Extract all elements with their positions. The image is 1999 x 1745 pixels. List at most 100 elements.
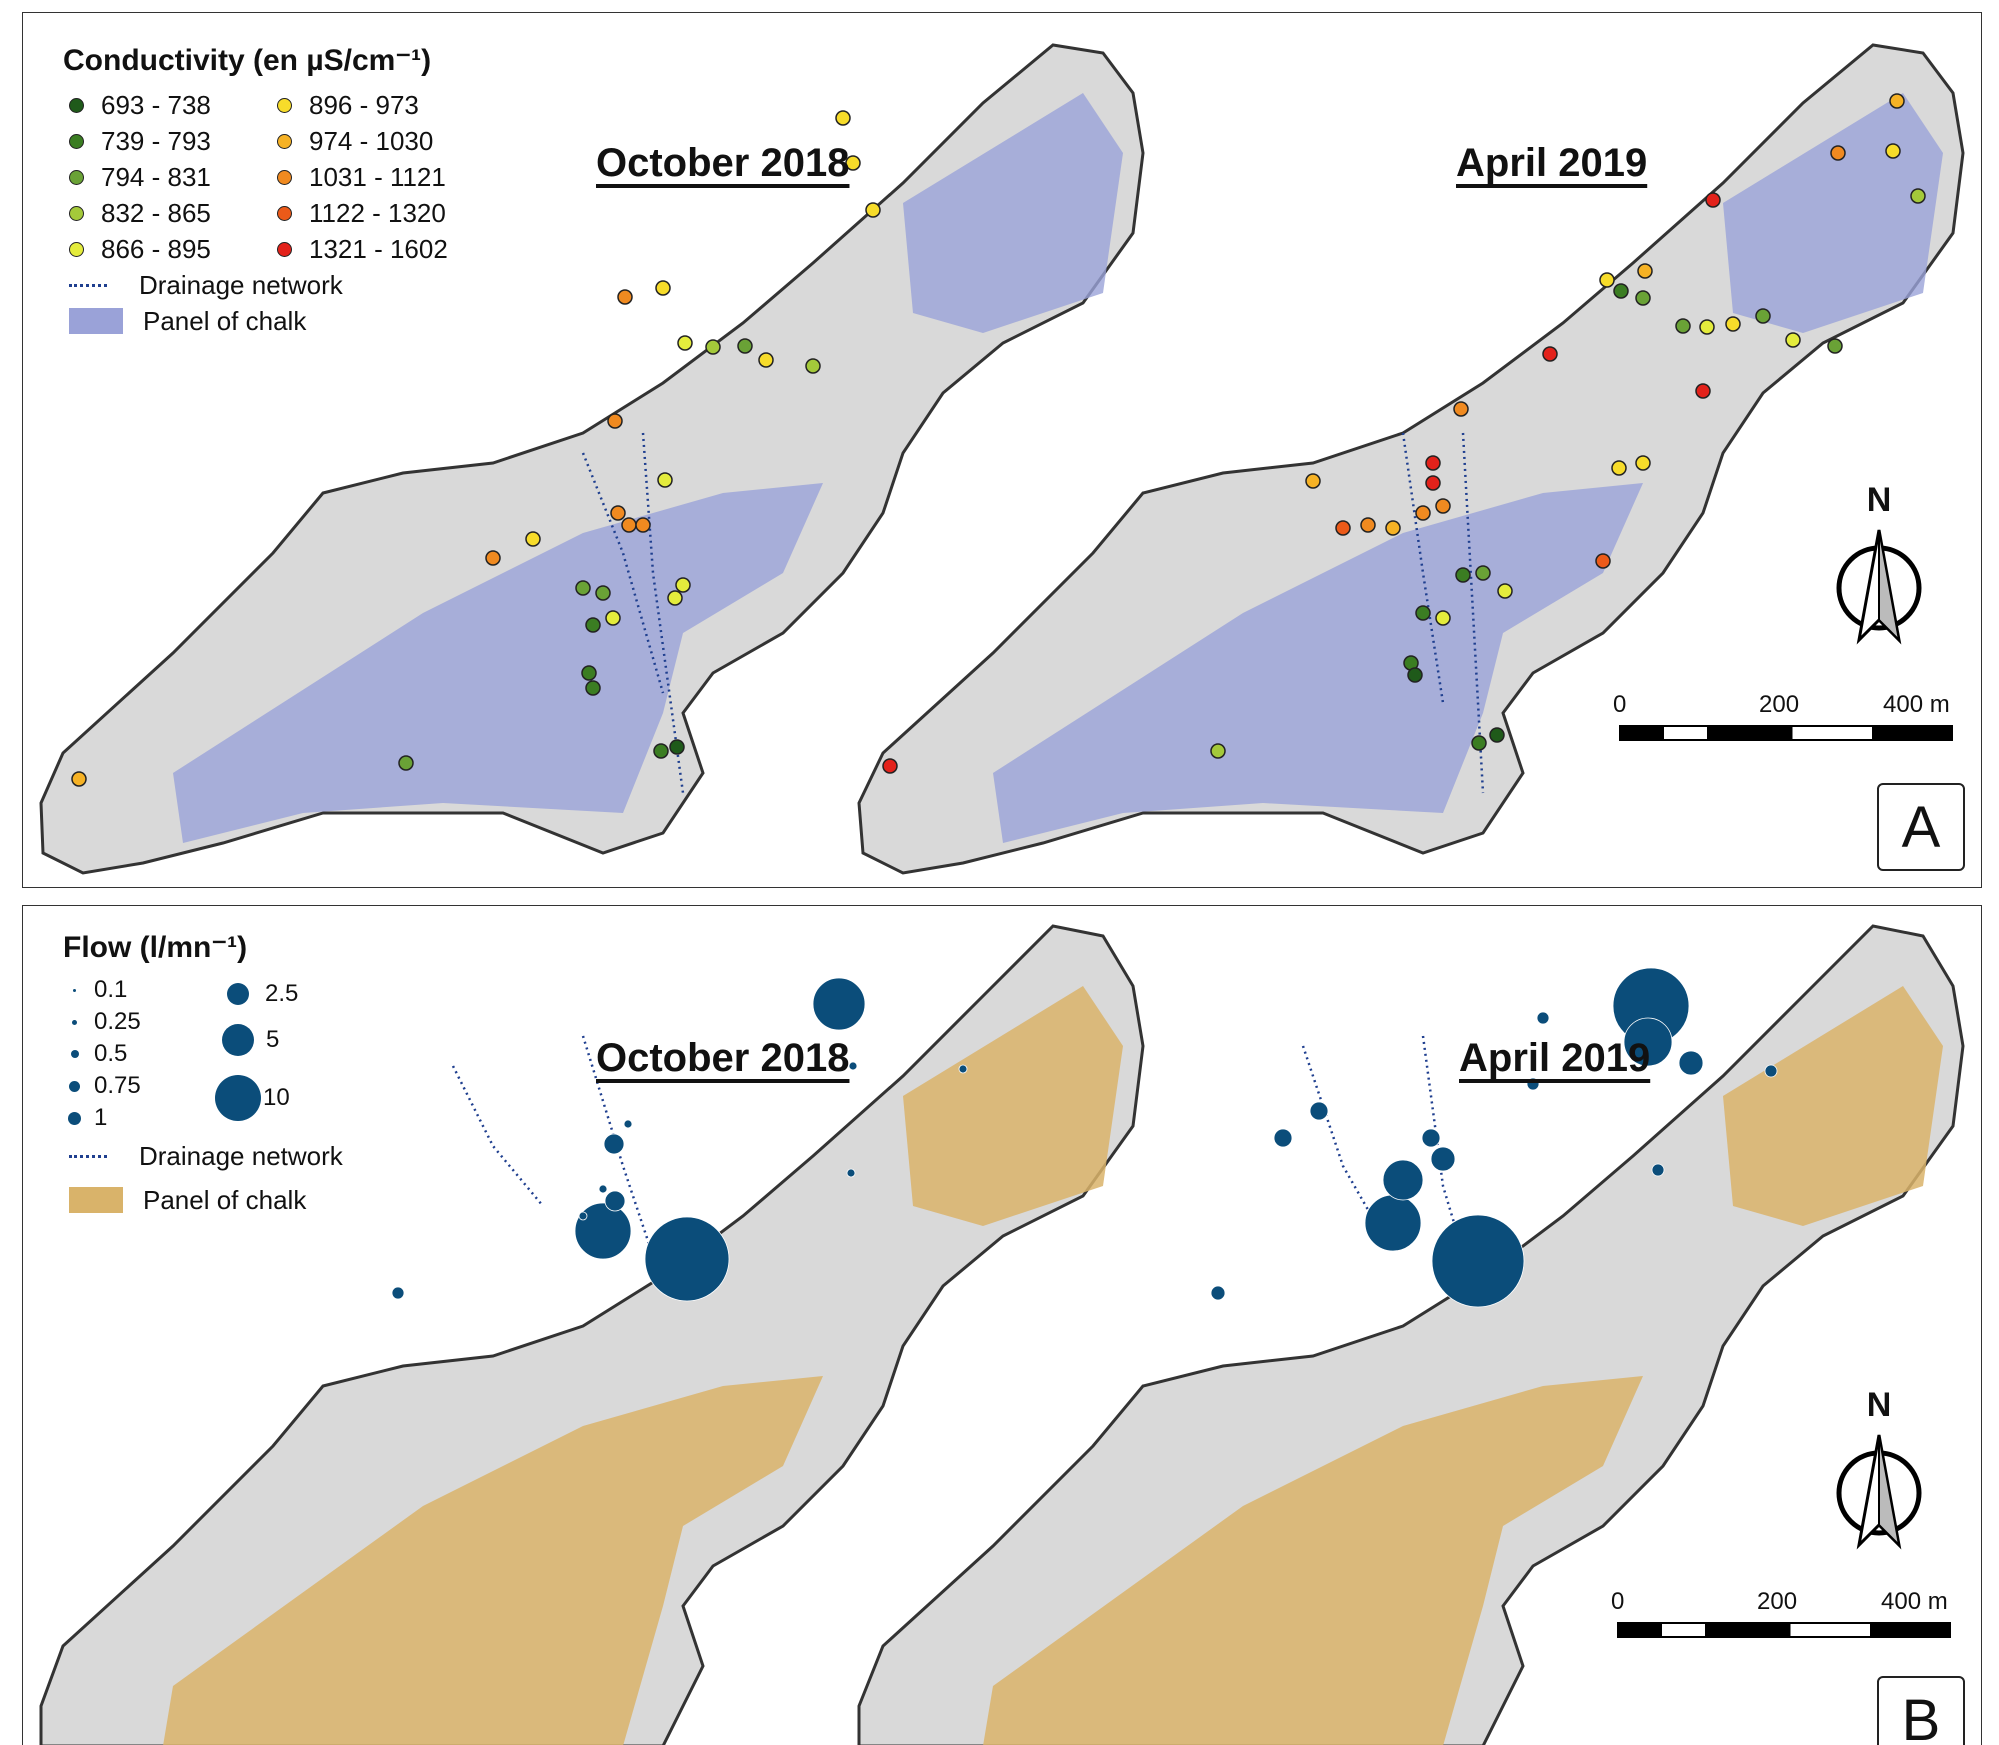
flow-bubbles: [391, 967, 1778, 1308]
north-label: N: [1866, 1386, 1892, 1424]
chalk-label: Panel of chalk: [143, 306, 307, 336]
flow-size-item: 5: [213, 1014, 298, 1066]
class-label: 693 - 738: [101, 90, 211, 120]
drainage-network-a: [581, 432, 1485, 794]
class-swatch: [277, 133, 292, 149]
class-swatch: [277, 205, 292, 221]
size-label: 0.5: [94, 1040, 128, 1067]
bubble-swatch: [227, 983, 249, 1005]
size-label: 1: [94, 1104, 108, 1131]
terrain-oct-2018: [39, 43, 1145, 875]
flow-size-item: 2.5: [213, 974, 298, 1014]
legend-chalk-panel: Panel of chalk: [63, 1182, 343, 1218]
legend-class: 1031 - 1121: [271, 159, 471, 195]
class-swatch: [69, 133, 84, 149]
legend-class: 739 - 793: [63, 123, 271, 159]
bubble-swatch: [68, 1111, 81, 1125]
north-label: N: [1866, 481, 1892, 519]
bubble-swatch: [222, 1024, 254, 1056]
conductivity-classes: 693 - 738 896 - 973 739 - 793 974 - 1030…: [63, 87, 471, 267]
scale-bar: 0 200 400 m: [1613, 691, 1953, 761]
legend-class: 896 - 973: [271, 87, 471, 123]
drainage-label: Drainage network: [139, 1141, 343, 1171]
drainage-swatch: [69, 283, 107, 287]
legend-title: Conductivity (en µS/cm⁻¹): [63, 44, 432, 77]
flow-size-item: 10: [213, 1066, 298, 1130]
size-label: 0.1: [94, 976, 128, 1003]
panel-a-conductivity-map: Conductivity (en µS/cm⁻¹) 693 - 738 896 …: [22, 12, 1982, 888]
flow-sizes-left: 0.1 0.25 0.5 0.75 1: [63, 974, 213, 1134]
flow-size-item: 1: [63, 1102, 213, 1134]
panel-letter: B: [1877, 1676, 1965, 1745]
flow-sizes-right: 2.5 5 10: [213, 974, 298, 1134]
class-swatch: [277, 241, 292, 257]
bubble-swatch: [71, 1050, 79, 1058]
size-label: 2.5: [265, 980, 299, 1007]
legend-class: 794 - 831: [63, 159, 271, 195]
map-title-left: October 2018: [596, 1036, 850, 1080]
legend-class: 832 - 865: [63, 195, 271, 231]
legend-class: 1122 - 1320: [271, 195, 471, 231]
conductivity-legend: Conductivity (en µS/cm⁻¹) 693 - 738 896 …: [63, 43, 471, 339]
north-arrow: N: [1829, 1386, 1929, 1560]
flow-size-classes: 0.1 0.25 0.5 0.75 1 2.5 5 10: [63, 974, 343, 1134]
class-label: 794 - 831: [101, 162, 211, 192]
flow-legend: Flow (l/mn⁻¹) 0.1 0.25 0.5 0.75 1 2.5 5 …: [63, 930, 343, 1218]
scale-label-400: 400 m: [1883, 691, 1950, 718]
class-label: 974 - 1030: [309, 126, 434, 156]
scale-label-0: 0: [1611, 1588, 1625, 1615]
class-swatch: [69, 205, 84, 221]
bubble-swatch: [73, 988, 76, 992]
size-label: 0.25: [94, 1008, 141, 1035]
legend-drainage: Drainage network: [63, 1138, 343, 1174]
conductivity-points: [71, 93, 1926, 787]
class-label: 1122 - 1320: [309, 198, 446, 228]
class-swatch: [277, 97, 292, 113]
class-swatch: [69, 241, 84, 257]
bubble-swatch: [69, 1080, 80, 1092]
chalk-swatch: [69, 308, 123, 334]
map-title-right: April 2019: [1456, 141, 1648, 185]
size-label: 10: [263, 1084, 290, 1111]
class-swatch: [69, 97, 84, 113]
scale-label-200: 200: [1759, 691, 1800, 718]
map-title-right: April 2019: [1459, 1036, 1651, 1080]
panel-a-map-svg: [39, 43, 1965, 875]
panel-b-map-svg: [39, 924, 1965, 1745]
chalk-label: Panel of chalk: [143, 1185, 307, 1215]
class-label: 832 - 865: [101, 198, 211, 228]
class-swatch: [69, 169, 84, 185]
legend-drainage: Drainage network: [63, 267, 471, 303]
scale-label-200: 200: [1757, 1588, 1798, 1615]
scale-bar-graphic: [1617, 1622, 1951, 1638]
scale-label-0: 0: [1613, 691, 1627, 718]
panel-b-flow-map: Flow (l/mn⁻¹) 0.1 0.25 0.5 0.75 1 2.5 5 …: [22, 905, 1982, 1745]
flow-size-item: 0.5: [63, 1038, 213, 1070]
legend-chalk-panel: Panel of chalk: [63, 303, 471, 339]
compass-icon: [1836, 529, 1922, 645]
chalk-swatch: [69, 1187, 123, 1213]
legend-title: Flow (l/mn⁻¹): [63, 931, 248, 964]
flow-size-item: 0.75: [63, 1070, 213, 1102]
drainage-swatch: [69, 1154, 107, 1158]
bubble-swatch: [72, 1019, 77, 1025]
legend-class: 693 - 738: [63, 87, 271, 123]
class-swatch: [277, 169, 292, 185]
class-label: 866 - 895: [101, 234, 211, 264]
scale-bar-graphic: [1619, 725, 1953, 741]
class-label: 739 - 793: [101, 126, 211, 156]
compass-icon: [1836, 1434, 1922, 1550]
size-label: 0.75: [94, 1072, 141, 1099]
flow-size-item: 0.1: [63, 974, 213, 1006]
terrain-oct-2018-b: [39, 924, 1145, 1745]
flow-size-item: 0.25: [63, 1006, 213, 1038]
legend-class: 866 - 895: [63, 231, 271, 267]
terrain-apr-2019-b: [857, 924, 1965, 1745]
class-label: 1031 - 1121: [309, 162, 446, 192]
bubble-swatch: [215, 1075, 261, 1121]
drainage-label: Drainage network: [139, 270, 343, 300]
panel-letter: A: [1877, 783, 1965, 871]
north-arrow: N: [1829, 481, 1929, 655]
class-label: 1321 - 1602: [309, 234, 448, 264]
map-title-left: October 2018: [596, 141, 850, 185]
